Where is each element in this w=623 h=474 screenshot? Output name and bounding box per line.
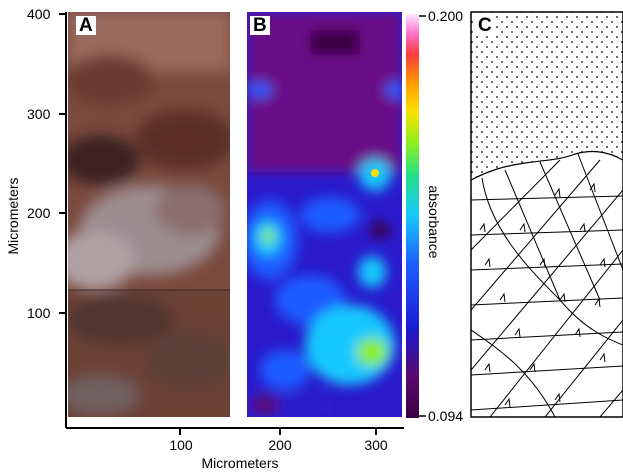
y-tick-label: 400 xyxy=(27,6,51,22)
schematic-hatching xyxy=(471,153,623,417)
x-axis-ticks xyxy=(179,428,377,435)
panel-c-label: C xyxy=(475,16,495,35)
y-axis-label: Micrometers xyxy=(5,177,21,255)
x-tick-label: 300 xyxy=(364,437,388,453)
panel-a-label: A xyxy=(76,16,96,35)
y-tick-label: 100 xyxy=(27,305,51,321)
axes xyxy=(65,12,404,429)
colorbar-title: absorbance xyxy=(426,185,442,259)
x-tick-label: 200 xyxy=(268,437,292,453)
panel-b-label: B xyxy=(250,16,270,35)
y-tick-label: 300 xyxy=(27,106,51,122)
panel-a-micrograph xyxy=(68,12,230,417)
colorbar xyxy=(406,14,419,418)
y-tick-label: 200 xyxy=(27,205,51,221)
panel-c-schematic xyxy=(471,12,623,417)
panel-c-frame xyxy=(470,11,623,418)
x-tick-label: 100 xyxy=(169,437,193,453)
colorbar-ticks xyxy=(419,15,426,417)
panel-b-absorbance-map xyxy=(247,12,402,417)
y-axis-ticks xyxy=(59,13,66,314)
schematic-ticks xyxy=(479,182,606,408)
x-axis-label: Micrometers xyxy=(201,455,279,471)
colorbar-max-label: 0.200 xyxy=(428,8,464,24)
colorbar-min-label: 0.094 xyxy=(428,408,464,424)
